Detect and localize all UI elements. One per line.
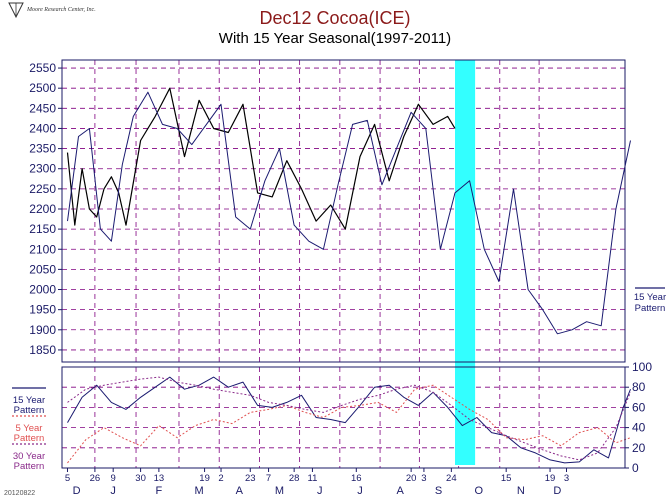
month-label: A — [396, 485, 404, 497]
series-line-15-year-pattern — [67, 91, 631, 335]
day-tick-label: 23 — [245, 473, 256, 484]
price-tick-label: 2100 — [29, 242, 56, 256]
pattern-tick-label: 80 — [632, 380, 646, 394]
day-tick-label: 30 — [135, 473, 146, 484]
day-tick-label: 3 — [564, 473, 569, 484]
month-label: J — [317, 485, 323, 497]
logo-text: Moore Research Center, Inc. — [27, 7, 96, 13]
legend-label: Pattern — [14, 405, 45, 416]
legend-label: Pattern — [14, 433, 45, 444]
price-tick-label: 2450 — [29, 101, 56, 115]
day-tick-label: 7 — [266, 473, 271, 484]
price-grid — [62, 60, 625, 362]
legend-label: 5 Year — [16, 423, 43, 434]
price-tick-label: 2350 — [29, 142, 56, 156]
price-tick-label: 1900 — [29, 323, 56, 337]
month-label: J — [110, 485, 116, 497]
series-line-dec12-cocoa — [66, 87, 456, 230]
day-tick-label: 11 — [307, 473, 317, 484]
price-tick-label: 2550 — [29, 61, 56, 75]
day-tick-label: 20 — [406, 473, 417, 484]
publisher-logo: Moore Research Center, Inc. — [8, 2, 96, 19]
pattern-lines — [67, 376, 631, 464]
price-tick-label: 2000 — [29, 283, 56, 297]
month-label: M — [195, 485, 204, 497]
price-tick-label: 2150 — [29, 222, 56, 236]
month-label: N — [517, 485, 525, 497]
chart-title: Dec12 Cocoa(ICE) — [259, 8, 411, 28]
series-line-5-year-pattern — [67, 384, 631, 464]
legend-label: Pattern — [14, 461, 45, 472]
pattern-grid — [62, 366, 625, 469]
pattern-frame — [61, 366, 626, 469]
day-tick-label: 2 — [218, 473, 223, 484]
price-y-axis: 1850 1900 1950 2000 2050 2100 2150 2200 2250 2300… — [29, 61, 62, 357]
chart-subtitle: With 15 Year Seasonal(1997-2011) — [218, 30, 452, 47]
price-lines — [66, 87, 631, 335]
pattern-y-axis: 0 20 40 60 80 100 — [625, 360, 652, 475]
month-label: F — [156, 485, 163, 497]
pattern-tick-label: 60 — [632, 400, 646, 414]
series-line-15-year-pattern — [67, 376, 631, 464]
price-tick-label: 1950 — [29, 303, 56, 317]
legend-label: 30 Year — [13, 451, 45, 462]
month-label: A — [236, 485, 244, 497]
price-tick-label: 1850 — [29, 343, 56, 357]
legend-label: 15 Year — [634, 292, 666, 303]
day-tick-label: 26 — [90, 473, 101, 484]
price-tick-label: 2250 — [29, 182, 56, 196]
month-label: O — [474, 485, 483, 497]
price-tick-label: 2400 — [29, 121, 56, 135]
day-tick-label: 28 — [289, 473, 300, 484]
day-tick-label: 3 — [421, 473, 426, 484]
month-label: M — [275, 485, 284, 497]
highlight-band — [455, 60, 476, 465]
pattern-tick-label: 40 — [632, 421, 646, 435]
month-label: J — [357, 485, 363, 497]
month-label: D — [73, 485, 81, 497]
series-line-30-year-pattern — [67, 376, 631, 461]
legend-label: 15 Year — [13, 395, 45, 406]
pattern-tick-label: 0 — [632, 461, 639, 475]
footer-code: 20120822 — [4, 490, 36, 497]
day-tick-label: 19 — [199, 473, 210, 484]
pattern-tick-label: 20 — [632, 441, 646, 455]
legend-label: Pattern — [635, 303, 666, 314]
day-tick-label: 9 — [111, 473, 116, 484]
day-tick-label: 5 — [65, 473, 70, 484]
month-label: D — [553, 485, 561, 497]
price-tick-label: 2500 — [29, 81, 56, 95]
price-tick-label: 2050 — [29, 262, 56, 276]
price-tick-label: 2200 — [29, 202, 56, 216]
x-axis: D J F M A M J J A S O N D5 26 9 30 13 19 2 23 7 28 11 16 20 3 24 15… — [65, 468, 569, 497]
price-frame — [61, 59, 626, 363]
day-tick-label: 13 — [154, 473, 165, 484]
day-tick-label: 15 — [501, 473, 512, 484]
price-tick-label: 2300 — [29, 162, 56, 176]
day-tick-label: 24 — [446, 473, 457, 484]
day-tick-label: 16 — [351, 473, 362, 484]
pattern-tick-label: 100 — [632, 360, 652, 374]
month-label: S — [435, 485, 442, 497]
logo-mark-icon — [8, 2, 24, 19]
day-tick-label: 19 — [545, 473, 556, 484]
